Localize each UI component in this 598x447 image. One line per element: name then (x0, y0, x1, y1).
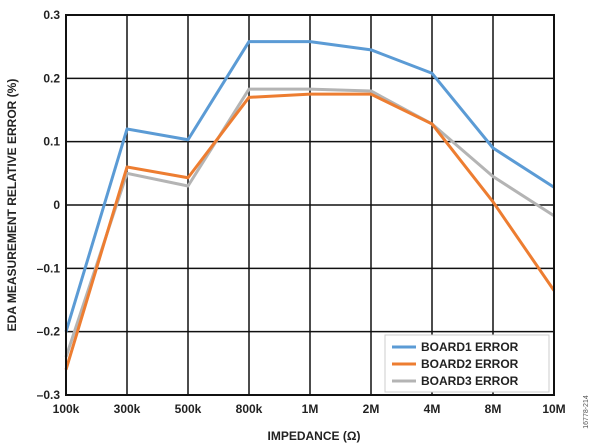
x-tick-labels: 100k 300k 500k 800k 1M 2M 4M 8M 10M (53, 402, 566, 416)
y-tick-label: –0.3 (37, 388, 61, 402)
x-tick-label: 300k (114, 402, 141, 416)
x-axis-label: IMPEDANCE (Ω) (268, 429, 361, 443)
figure-id: 16778-214 (583, 395, 590, 429)
y-axis-label: EDA MEASUREMENT RELATIVE ERROR (%) (5, 79, 19, 332)
series-line-board1 (64, 40, 555, 333)
y-tick-label: 0.1 (43, 135, 60, 149)
legend: BOARD1 ERROR BOARD2 ERROR BOARD3 ERROR (384, 334, 550, 393)
y-tick-label: 0.3 (43, 8, 60, 22)
x-tick-label: 10M (542, 402, 565, 416)
series-layer (64, 40, 556, 371)
legend-label: BOARD1 ERROR (421, 340, 519, 354)
y-tick-labels: 0.3 0.2 0.1 0 –0.1 –0.2 –0.3 (37, 8, 61, 402)
x-tick-label: 500k (175, 402, 202, 416)
series-line-board2 (64, 92, 556, 371)
series-line-board3 (64, 87, 555, 358)
plot-frame (65, 14, 555, 396)
x-tick-label: 100k (53, 402, 80, 416)
legend-label: BOARD3 ERROR (421, 374, 519, 388)
x-tick-label: 800k (236, 402, 263, 416)
x-tick-label: 1M (302, 402, 319, 416)
x-tick-label: 2M (363, 402, 380, 416)
y-tick-label: 0 (53, 198, 60, 212)
y-tick-label: 0.2 (43, 71, 60, 85)
x-tick-label: 8M (485, 402, 502, 416)
y-tick-label: –0.2 (37, 325, 61, 339)
y-tick-label: –0.1 (37, 261, 61, 275)
x-tick-label: 4M (424, 402, 441, 416)
legend-label: BOARD2 ERROR (421, 357, 519, 371)
